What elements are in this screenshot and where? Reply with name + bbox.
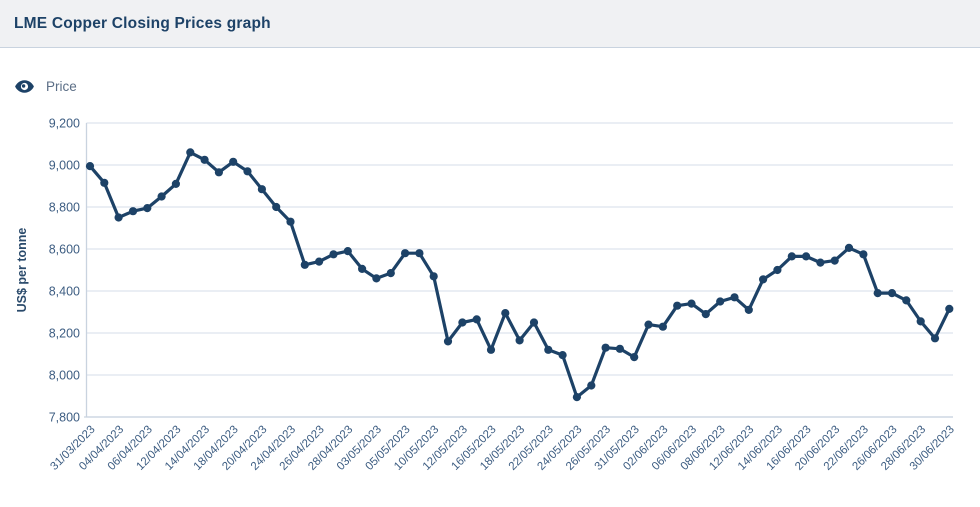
data-point-marker	[257, 185, 266, 194]
data-point-marker	[601, 343, 610, 352]
price-line-series	[85, 148, 954, 402]
y-tick-label: 7,800	[49, 411, 80, 425]
data-point-marker	[687, 299, 696, 308]
data-point-marker	[701, 310, 710, 319]
data-point-marker	[630, 353, 639, 362]
y-tick-label: 9,000	[49, 159, 80, 173]
data-point-marker	[902, 296, 911, 305]
data-point-marker	[85, 162, 95, 171]
data-point-marker	[143, 204, 152, 213]
data-point-marker	[458, 318, 467, 327]
data-point-marker	[916, 317, 925, 326]
x-axis-tick-labels: 31/03/202304/04/202306/04/202312/04/2023…	[48, 424, 956, 473]
y-tick-label: 8,800	[49, 201, 80, 215]
data-point-marker	[787, 252, 796, 261]
data-point-marker	[171, 179, 180, 188]
data-point-marker	[300, 260, 309, 269]
data-point-marker	[486, 345, 496, 354]
data-point-marker	[572, 393, 582, 402]
y-axis-title: US$ per tonne	[15, 228, 29, 313]
data-point-marker	[887, 289, 897, 298]
data-point-marker	[415, 249, 424, 258]
data-point-marker	[229, 157, 238, 166]
data-point-marker	[759, 275, 768, 284]
data-point-marker	[802, 252, 811, 261]
data-point-marker	[615, 344, 625, 353]
data-point-marker	[673, 301, 682, 310]
page-title: LME Copper Closing Prices graph	[14, 14, 271, 32]
data-point-marker	[558, 351, 567, 360]
data-point-marker	[214, 168, 223, 177]
y-tick-label: 9,200	[49, 117, 80, 131]
data-point-marker	[429, 272, 438, 281]
header: LME Copper Closing Prices graph	[0, 0, 980, 48]
data-point-marker	[358, 264, 367, 273]
data-point-marker	[930, 334, 940, 343]
data-point-marker	[501, 309, 510, 318]
data-point-marker	[114, 213, 123, 222]
data-point-marker	[472, 315, 481, 324]
data-point-marker	[544, 345, 553, 354]
price-line	[88, 150, 951, 399]
data-point-marker	[372, 274, 381, 283]
y-axis-tick-labels: 7,800 8,000 8,200 8,400 8,600 8,800 9,000 9,200	[49, 117, 80, 425]
data-point-marker	[343, 247, 352, 256]
data-point-marker	[200, 155, 209, 164]
data-point-marker	[315, 257, 324, 266]
data-point-marker	[243, 167, 252, 176]
data-point-marker	[186, 148, 195, 157]
y-tick-label: 8,400	[49, 285, 80, 299]
data-point-marker	[401, 249, 410, 258]
data-point-marker	[443, 337, 453, 346]
data-point-marker	[329, 250, 338, 259]
data-point-marker	[945, 304, 954, 313]
data-point-marker	[773, 265, 782, 275]
data-point-marker	[658, 322, 668, 331]
gridlines	[86, 122, 953, 418]
axes	[84, 123, 953, 418]
data-point-marker	[744, 305, 753, 314]
data-point-marker	[128, 207, 138, 216]
data-point-marker	[644, 320, 653, 329]
data-point-marker	[716, 297, 725, 306]
data-point-marker	[730, 293, 739, 302]
data-point-marker	[386, 269, 395, 278]
y-tick-label: 8,200	[49, 327, 80, 341]
data-point-marker	[286, 217, 295, 226]
data-point-marker	[587, 381, 596, 390]
data-point-marker	[157, 192, 166, 201]
data-point-marker	[272, 202, 281, 212]
legend-item-label: Price	[46, 78, 77, 94]
data-point-marker	[844, 243, 854, 252]
data-point-marker	[816, 258, 825, 267]
y-tick-label: 8,600	[49, 243, 80, 257]
data-point-marker	[515, 336, 524, 345]
data-point-marker	[859, 250, 868, 259]
data-point-marker	[830, 256, 839, 265]
y-tick-label: 8,000	[49, 369, 80, 383]
legend-item-price[interactable]: Price	[14, 76, 77, 96]
eye-icon	[15, 79, 34, 93]
data-point-marker	[873, 289, 882, 298]
data-point-marker	[100, 178, 109, 187]
data-point-marker	[529, 318, 539, 327]
